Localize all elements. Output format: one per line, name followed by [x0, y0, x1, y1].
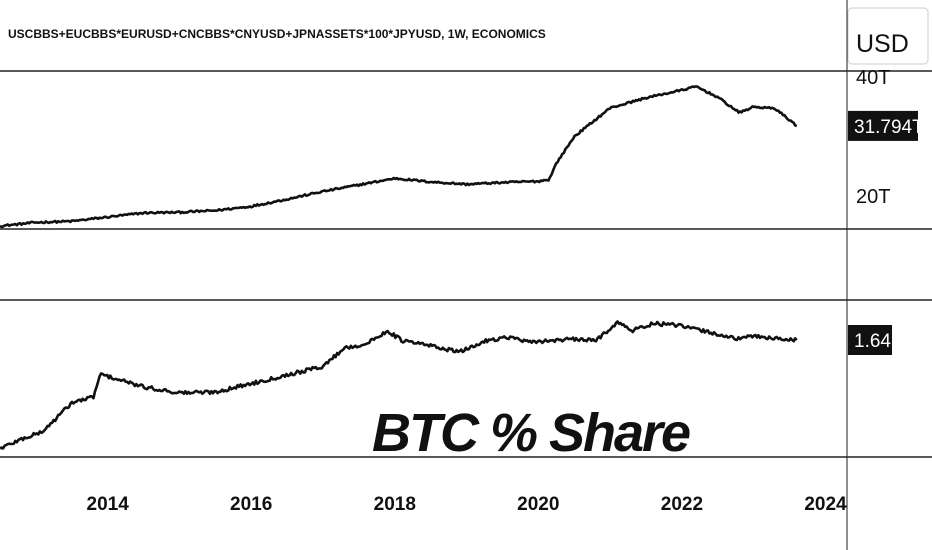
- currency-button-label: USD: [856, 30, 909, 58]
- last-value-label-pane1: 31.794T: [854, 117, 924, 138]
- x-tick-label: 2024: [804, 494, 847, 515]
- pane-btc-share: BTC % Share 1.64: [0, 320, 892, 463]
- series-line-btc-share: [0, 320, 798, 450]
- x-axis: 2014 2016 2018 2020 2022 2024: [87, 494, 848, 515]
- x-tick-label: 2020: [517, 494, 559, 515]
- last-value-badge-pane1: 31.794T: [848, 110, 924, 141]
- x-tick-label: 2022: [661, 494, 703, 515]
- x-tick-label: 2016: [230, 494, 272, 515]
- series-line-liquidity: [0, 85, 798, 229]
- x-tick-label: 2014: [87, 494, 130, 515]
- last-value-label-pane2: 1.64: [854, 331, 891, 352]
- y-tick-label: 20T: [856, 186, 890, 208]
- y-tick-label: 40T: [856, 67, 890, 89]
- x-tick-label: 2018: [374, 494, 416, 515]
- y-axis-ticks-pane1: 40T 20T: [856, 67, 890, 208]
- last-value-badge-pane2: 1.64: [848, 325, 892, 355]
- currency-button[interactable]: USD: [847, 7, 929, 65]
- symbol-title: USCBBS+EUCBBS*EURUSD+CNCBBS*CNYUSD+JPNAS…: [8, 27, 546, 41]
- annotation-btc-share: BTC % Share: [372, 403, 690, 463]
- pane-liquidity: 40T 20T 31.794T: [0, 67, 924, 229]
